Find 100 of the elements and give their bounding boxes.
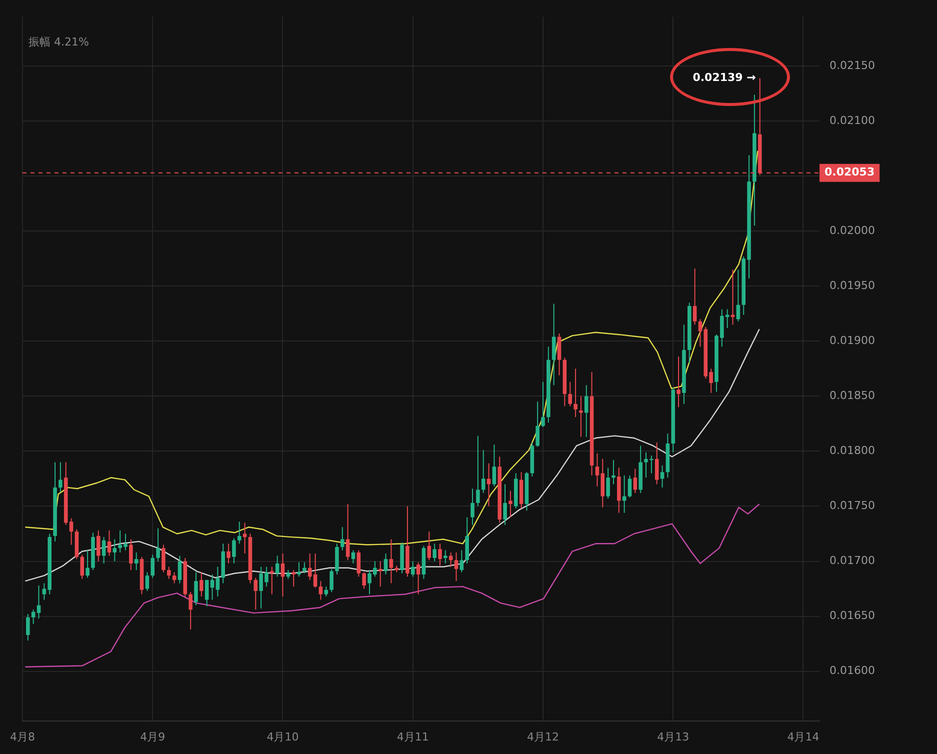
candlestick xyxy=(302,562,306,574)
candlestick xyxy=(318,580,323,600)
y-tick-label: 0.01900 xyxy=(830,334,876,348)
annotation: 振幅 4.21% xyxy=(28,35,89,48)
candlestick xyxy=(416,562,420,595)
candlestick xyxy=(503,484,507,526)
candlestick xyxy=(107,530,112,556)
candlestick xyxy=(156,528,160,562)
x-tick-label: 4月12 xyxy=(526,730,559,744)
candlestick xyxy=(194,572,198,606)
x-tick-label: 4月11 xyxy=(396,730,429,744)
candlestick xyxy=(275,555,280,578)
candlestick xyxy=(280,553,285,597)
y-tick-label: 0.01750 xyxy=(830,499,876,512)
candlestick xyxy=(557,332,562,376)
x-tick-label: 4月10 xyxy=(266,730,299,744)
y-tick-label: 0.02150 xyxy=(830,58,876,72)
candlestick xyxy=(444,550,448,564)
candlestick xyxy=(660,465,664,488)
candlestick xyxy=(292,570,296,588)
x-tick-label: 4月14 xyxy=(787,730,820,744)
candlestick xyxy=(242,522,247,554)
candlestick xyxy=(232,538,236,564)
candlestick xyxy=(541,381,545,428)
candlestick xyxy=(346,504,350,561)
candlestick xyxy=(172,572,176,584)
y-tick-label: 0.01650 xyxy=(830,609,876,622)
candlestick xyxy=(162,544,166,573)
candlestick xyxy=(297,562,301,578)
candlestick xyxy=(210,574,214,600)
candlestick xyxy=(166,566,171,580)
candlestick xyxy=(606,467,610,500)
candlestick xyxy=(362,572,366,590)
x-tick-label: 4月8 xyxy=(10,730,35,744)
candlestick xyxy=(389,538,394,584)
candlestick xyxy=(454,552,458,582)
x-tick-label: 4月13 xyxy=(657,730,690,744)
ref-line-label: 0.02053 xyxy=(824,166,875,179)
y-tick-label: 0.02100 xyxy=(830,114,876,127)
candlestick xyxy=(410,560,415,578)
candlestick xyxy=(36,584,41,619)
candlestick xyxy=(476,435,480,507)
candlestick xyxy=(427,531,432,561)
y-tick-label: 0.01800 xyxy=(830,444,876,458)
candlestick xyxy=(612,460,616,485)
candlestick xyxy=(574,368,578,418)
candlestick xyxy=(384,553,388,575)
y-tick-label: 0.01700 xyxy=(830,554,876,568)
candlestick xyxy=(324,586,328,597)
candlestick xyxy=(254,577,258,610)
candlestick xyxy=(216,566,220,597)
candlestick xyxy=(470,488,474,526)
candlestick xyxy=(134,552,138,571)
candlestick xyxy=(568,381,572,407)
candlestick xyxy=(237,521,242,544)
candlestick xyxy=(86,550,90,578)
candlestick xyxy=(492,444,496,487)
candlestick xyxy=(129,538,133,571)
candlestick xyxy=(676,356,680,408)
candlestick xyxy=(96,530,100,562)
candlestick xyxy=(26,614,30,641)
candlestick xyxy=(508,490,512,518)
candlestick xyxy=(330,568,334,593)
candlestick xyxy=(188,592,192,630)
candlestick xyxy=(438,543,442,566)
candlestick xyxy=(102,536,106,564)
candlestick xyxy=(633,468,638,494)
candlestick xyxy=(584,384,588,438)
candlestick xyxy=(145,572,150,592)
candlestick xyxy=(628,474,632,498)
candlestick xyxy=(481,450,486,494)
candlestick xyxy=(736,269,740,322)
y-tick-label: 0.01850 xyxy=(830,389,876,402)
candlestick xyxy=(340,526,344,551)
candlestick xyxy=(200,572,204,597)
candlestick xyxy=(579,396,583,438)
y-tick-label: 0.01950 xyxy=(830,279,876,292)
candlestick xyxy=(698,318,702,348)
candlestick xyxy=(432,543,436,562)
y-tick-label: 0.01600 xyxy=(830,664,876,678)
candlestick xyxy=(692,268,697,326)
candlestick xyxy=(486,462,491,507)
candlestick xyxy=(31,609,36,624)
candlestick xyxy=(58,462,62,492)
candlestick xyxy=(150,554,155,578)
candlestick xyxy=(536,401,540,448)
candlestick xyxy=(112,538,117,562)
candlestick xyxy=(270,566,274,595)
annotation: 0.02139 → xyxy=(692,71,756,84)
candlestick xyxy=(80,554,84,580)
candlestick xyxy=(654,442,659,485)
candlestick xyxy=(552,303,556,386)
x-tick-label: 4月9 xyxy=(140,730,166,744)
candlestick xyxy=(178,555,182,584)
y-tick-label: 0.02000 xyxy=(830,224,876,238)
candlestick xyxy=(351,550,356,564)
candlestick xyxy=(204,579,209,607)
candlestick xyxy=(356,550,361,578)
candlestick xyxy=(460,550,464,573)
candlestick xyxy=(226,543,230,564)
